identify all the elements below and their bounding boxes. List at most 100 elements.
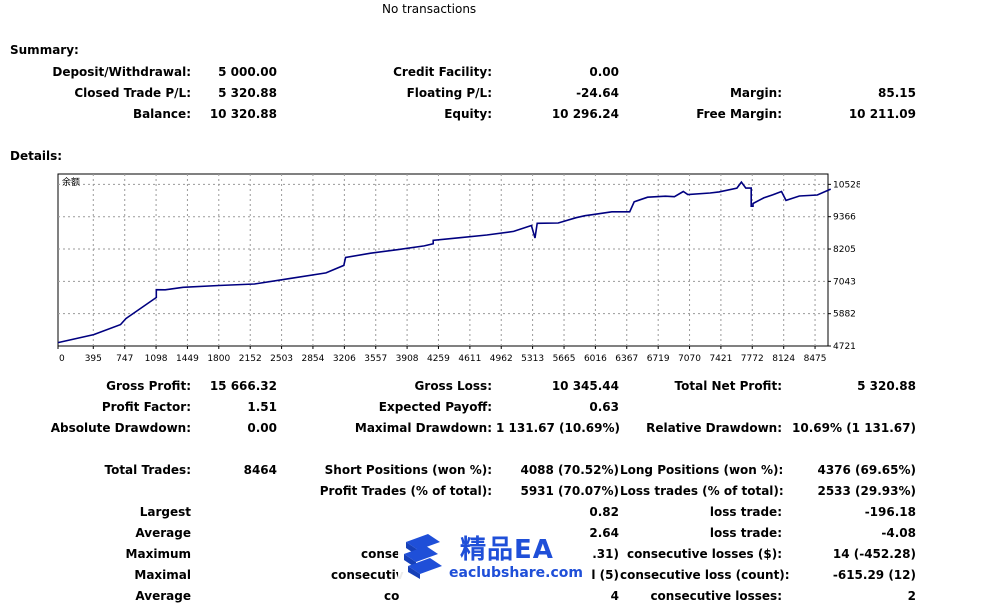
- x-tick-label: 4611: [458, 354, 481, 364]
- x-tick-label: 5313: [521, 354, 544, 364]
- x-tick-label: 4962: [490, 354, 513, 364]
- gross-loss-label: Gross Loss:: [414, 379, 492, 393]
- maximal-label: Maximal: [134, 568, 191, 582]
- expected-payoff-label: Expected Payoff:: [378, 400, 492, 414]
- largest-profit-value: 0.82: [589, 505, 619, 519]
- x-tick-label: 7772: [741, 354, 764, 364]
- maximal-consecutive-label: consecutiv: [331, 568, 404, 582]
- chart-legend-label: 余额: [62, 176, 80, 188]
- equity-label: Equity:: [444, 107, 492, 121]
- relative-drawdown-value: 10.69% (1 131.67): [792, 421, 916, 435]
- balance-label: Balance:: [132, 107, 191, 121]
- gross-loss-value: 10 345.44: [551, 379, 619, 393]
- maximal-drawdown-value: 1 131.67 (10.69%): [496, 421, 620, 435]
- closed-pl-value: 5 320.88: [218, 86, 277, 100]
- maximum-label: Maximum: [125, 547, 191, 561]
- maximal-drawdown-label: Maximal Drawdown:: [354, 421, 492, 435]
- deposit-label: Deposit/Withdrawal:: [52, 65, 191, 79]
- details-title: Details:: [10, 149, 63, 163]
- summary-title: Summary:: [10, 43, 79, 57]
- profit-factor-label: Profit Factor:: [101, 400, 191, 414]
- profit-trades-value: 5931 (70.07%): [520, 484, 619, 498]
- credit-value: 0.00: [589, 65, 619, 79]
- gross-profit-value: 15 666.32: [209, 379, 277, 393]
- y-tick-label: 4721: [833, 342, 856, 352]
- x-tick-label: 3206: [333, 354, 356, 364]
- balance-chart: 0 395 747 1098 1449 1800 2152 2503 2854 3206 3557 3…: [57, 173, 860, 364]
- profit-trades-label: Profit Trades (% of total):: [319, 484, 492, 498]
- no-transactions-text: No transactions: [382, 2, 477, 16]
- x-tick-label: 6719: [647, 354, 670, 364]
- total-trades-label: Total Trades:: [104, 463, 191, 477]
- y-tick-label: 8205: [833, 245, 856, 255]
- free-margin-label: Free Margin:: [696, 107, 782, 121]
- maximal-loss-label: consecutive loss (count):: [620, 568, 790, 582]
- watermark-cn-text: 精品EA: [460, 535, 554, 565]
- x-tick-label: 8124: [772, 354, 795, 364]
- x-tick-label: 395: [85, 354, 102, 364]
- total-trades-value: 8464: [243, 463, 277, 477]
- books-stack-icon: [404, 534, 442, 579]
- x-tick-label: 8475: [804, 354, 827, 364]
- y-tick-label: 10528: [833, 180, 860, 190]
- loss-trades-label: Loss trades (% of total):: [620, 484, 784, 498]
- x-tick-label: 4259: [427, 354, 450, 364]
- x-tick-label: 5665: [553, 354, 576, 364]
- x-tick-label: 0: [59, 354, 65, 364]
- total-net-label: Total Net Profit:: [674, 379, 782, 393]
- equity-value: 10 296.24: [551, 107, 619, 121]
- margin-value: 85.15: [878, 86, 916, 100]
- y-tick-label: 9366: [833, 213, 856, 223]
- max-consec-losses-value: 14 (-452.28): [832, 547, 916, 561]
- y-tick-label: 7043: [833, 277, 856, 287]
- average2-consecutive-label: co: [384, 589, 400, 603]
- relative-drawdown-label: Relative Drawdown:: [646, 421, 782, 435]
- margin-label: Margin:: [729, 86, 782, 100]
- deposit-value: 5 000.00: [218, 65, 277, 79]
- gross-profit-label: Gross Profit:: [106, 379, 191, 393]
- x-tick-label: 6367: [615, 354, 638, 364]
- expected-payoff-value: 0.63: [589, 400, 619, 414]
- x-tick-label: 7421: [709, 354, 732, 364]
- average-profit-value: 2.64: [589, 526, 619, 540]
- watermark-site-text: eaclubshare.com: [449, 565, 583, 581]
- total-net-value: 5 320.88: [857, 379, 916, 393]
- largest-loss-label: loss trade:: [709, 505, 782, 519]
- max-consec-losses-label: consecutive losses ($):: [626, 547, 782, 561]
- x-tick-label: 7070: [678, 354, 701, 364]
- average2-consecutive-value: 4: [610, 589, 619, 603]
- x-tick-label: 3557: [364, 354, 387, 364]
- largest-loss-value: -196.18: [864, 505, 916, 519]
- chart-plot-area: [57, 173, 829, 347]
- profit-factor-value: 1.51: [247, 400, 277, 414]
- balance-series-line: [57, 180, 832, 344]
- largest-label: Largest: [139, 505, 191, 519]
- x-tick-label: 1449: [176, 354, 199, 364]
- x-tick-label: 2503: [270, 354, 293, 364]
- chart-grid: [58, 174, 828, 346]
- floating-pl-label: Floating P/L:: [406, 86, 492, 100]
- absolute-drawdown-value: 0.00: [247, 421, 277, 435]
- average2-loss-value: 2: [907, 589, 916, 603]
- x-tick-label: 2152: [239, 354, 262, 364]
- balance-value: 10 320.88: [209, 107, 277, 121]
- credit-label: Credit Facility:: [393, 65, 492, 79]
- free-margin-value: 10 211.09: [848, 107, 916, 121]
- y-axis-ticks: 10528 9366 8205 7043 5882 4721: [828, 180, 860, 352]
- watermark: 精品EA eaclubshare.com: [398, 528, 588, 584]
- x-tick-label: 3908: [396, 354, 419, 364]
- average2-loss-label: consecutive losses:: [650, 589, 782, 603]
- floating-pl-value: -24.64: [576, 86, 619, 100]
- average-loss-value: -4.08: [881, 526, 916, 540]
- maximum-consecutive-value: .31): [592, 547, 619, 561]
- x-axis-ticks: 0 395 747 1098 1449 1800 2152 2503 2854 3206 3557 3…: [57, 346, 827, 364]
- x-tick-label: 747: [116, 354, 133, 364]
- average-label: Average: [135, 526, 191, 540]
- long-positions-value: 4376 (69.65%): [817, 463, 916, 477]
- maximum-consecutive-label: conse: [361, 547, 401, 561]
- x-tick-label: 1800: [207, 354, 230, 364]
- maximal-consecutive-value: l (5): [591, 568, 619, 582]
- short-positions-label: Short Positions (won %):: [324, 463, 492, 477]
- loss-trades-value: 2533 (29.93%): [817, 484, 916, 498]
- x-tick-label: 1098: [145, 354, 168, 364]
